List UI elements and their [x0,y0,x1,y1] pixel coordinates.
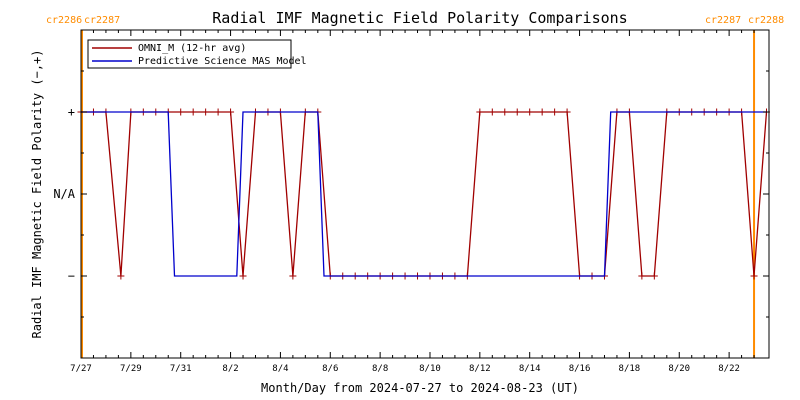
x-tick-label: 8/8 [372,364,388,374]
x-tick-label: 7/27 [70,364,92,374]
data-point-marker [214,108,222,116]
data-point-marker [563,108,571,116]
x-tick-label: 8/4 [272,364,288,374]
carrington-label-left-1: cr2286 [46,15,82,26]
carrington-label-left-2: cr2287 [84,15,120,26]
x-tick-label: 8/20 [668,364,690,374]
x-tick-label: 7/29 [120,364,142,374]
y-tick-label: N/A [53,187,75,201]
legend-label-mas: Predictive Science MAS Model [138,56,307,67]
data-point-marker [551,108,559,116]
data-point-marker [227,108,235,116]
data-point-marker [117,272,125,280]
legend-label-omni: OMNI_M (12-hr avg) [138,43,246,54]
data-point-marker [526,108,534,116]
data-point-marker [289,272,297,280]
plot-area [77,30,771,358]
data-point-marker [513,108,521,116]
x-axis-label: Month/Day from 2024-07-27 to 2024-08-23 … [261,381,579,395]
x-tick-label: 8/6 [322,364,338,374]
carrington-label-right-2: cr2288 [748,15,784,26]
chart-title: Radial IMF Magnetic Field Polarity Compa… [212,9,627,27]
y-tick-label: − [68,269,75,283]
legend: OMNI_M (12-hr avg) Predictive Science MA… [87,39,307,69]
data-point-marker [239,272,247,280]
data-point-marker [750,272,758,280]
series-line-mas [81,111,767,277]
y-tick-label: + [68,105,75,119]
x-tick-label: 8/10 [419,364,441,374]
x-tick-label: 8/18 [619,364,641,374]
data-point-marker [638,272,646,280]
x-tick-label: 8/22 [718,364,740,374]
data-point-marker [488,108,496,116]
carrington-label-right-1: cr2287 [705,15,741,26]
data-point-marker [177,108,185,116]
data-point-marker [501,108,509,116]
legend-box [87,39,292,69]
x-tick-label: 8/16 [569,364,591,374]
x-tick-label: 7/31 [170,364,192,374]
x-axis-ticks: 7/27 7/29 7/31 8/2 8/4 8/6 8/8 8/10 8/12 8/14 8/16… [70,30,755,374]
x-tick-label: 8/14 [519,364,541,374]
data-point-marker [476,108,484,116]
data-point-marker [202,108,210,116]
x-tick-label: 8/12 [469,364,491,374]
x-tick-label: 8/2 [222,364,238,374]
data-point-marker [189,108,197,116]
y-axis-label: Radial IMF Magnetic Field Polarity (−,+) [30,50,44,339]
data-point-marker [538,108,546,116]
y-axis-ticks: + N/A − [53,29,769,359]
data-point-marker [650,272,658,280]
